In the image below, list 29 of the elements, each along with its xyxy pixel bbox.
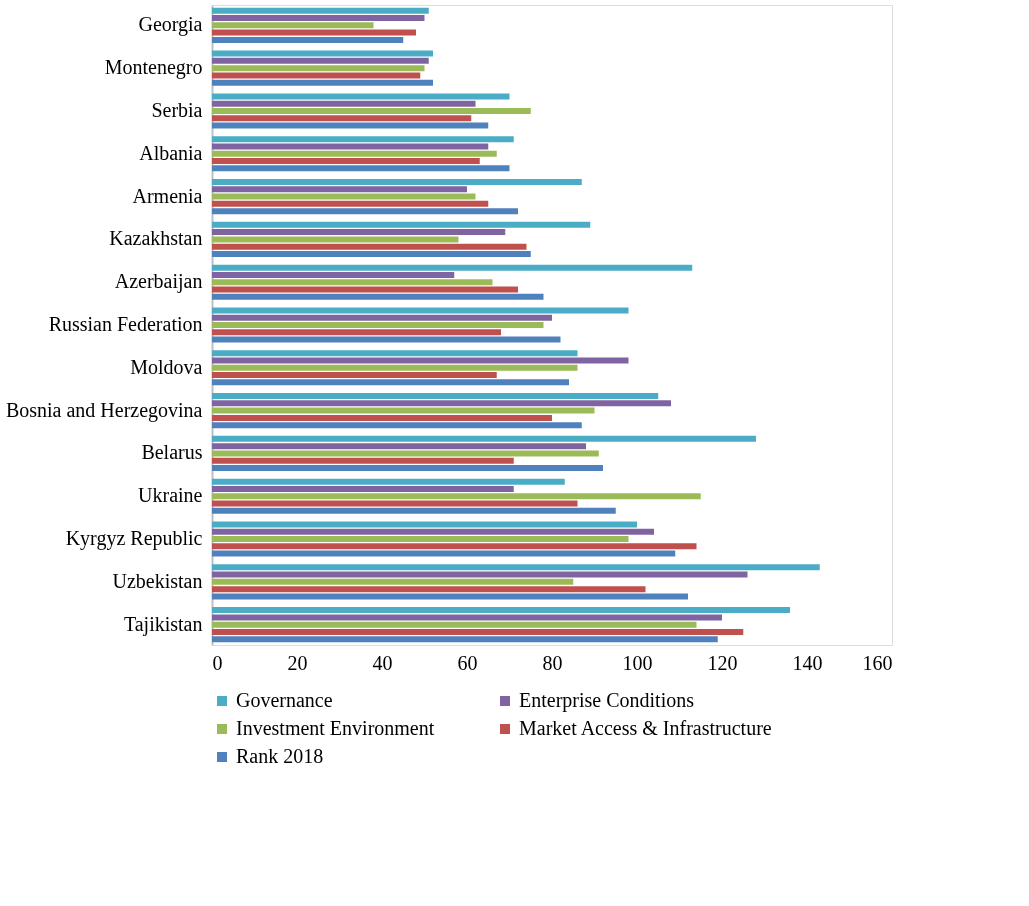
legend-label: Market Access & Infrastructure — [519, 717, 772, 739]
legend-label: Governance — [236, 689, 333, 711]
y-tick-label: Azerbaijan — [114, 270, 203, 294]
y-tick-label: Montenegro — [104, 56, 203, 80]
x-tick-label: 160 — [862, 651, 893, 674]
y-tick-label: Ukraine — [138, 484, 203, 507]
y-tick-label: Georgia — [138, 13, 203, 37]
x-tick-label: 140 — [792, 651, 823, 674]
x-tick-label: 0 — [212, 651, 223, 674]
x-tick-label: 80 — [542, 651, 563, 674]
legend-label: Investment Environment — [236, 717, 435, 739]
y-tick-label: Tajikistan — [123, 612, 203, 636]
y-tick-label: Kazakhstan — [109, 227, 203, 250]
y-tick-label: Russian Federation — [48, 313, 203, 335]
x-tick-label: 60 — [457, 651, 478, 674]
y-tick-label: Moldova — [130, 355, 203, 378]
y-tick-label: Albania — [139, 141, 203, 164]
x-tick-label: 120 — [707, 651, 738, 674]
legend-label: Rank 2018 — [236, 745, 324, 767]
y-tick-label: Serbia — [151, 98, 203, 121]
y-tick-label: Kyrgyz Republic — [65, 527, 203, 551]
x-tick-label: 20 — [287, 651, 308, 674]
y-tick-label: Bosnia and Herzegovina — [5, 398, 203, 422]
y-tick-label: Armenia — [132, 184, 203, 207]
y-tick-label: Belarus — [141, 441, 203, 464]
x-tick-label: 40 — [372, 651, 393, 674]
legend-label: Enterprise Conditions — [519, 689, 695, 712]
x-tick-label: 100 — [622, 651, 653, 674]
y-tick-label: Uzbekistan — [112, 569, 203, 592]
